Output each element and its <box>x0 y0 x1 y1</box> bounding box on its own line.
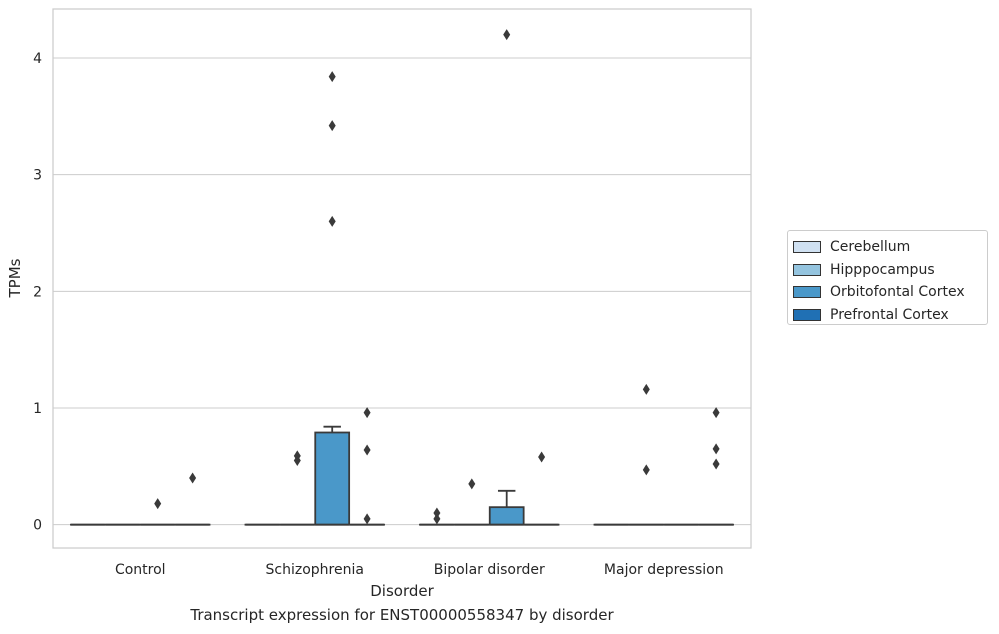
outlier-point <box>293 450 301 462</box>
outlier-point <box>363 513 371 525</box>
outlier-point <box>712 443 720 455</box>
y-tick-label: 0 <box>33 518 42 534</box>
box-group <box>349 407 385 526</box>
x-tick-label: Bipolar disorder <box>434 562 545 578</box>
box-group <box>523 451 560 526</box>
outlier-point <box>503 29 511 41</box>
box-group <box>453 478 490 526</box>
y-axis-title: TPMs <box>6 258 24 298</box>
y-tick-labels: 0 1 2 3 4 <box>33 51 42 534</box>
box-group <box>488 29 525 526</box>
outlier-point <box>328 71 336 83</box>
legend-item-hippocampus: Hipppocampus <box>793 259 987 282</box>
legend-item-orbitofrontal-cortex: Orbitofontal Cortex <box>793 281 987 304</box>
legend-label: Hipppocampus <box>830 261 935 278</box>
outlier-point <box>433 507 441 519</box>
outlier-point <box>328 215 336 227</box>
y-tick-label: 3 <box>33 168 42 184</box>
box-group <box>419 507 455 526</box>
outlier-point <box>468 478 476 490</box>
box <box>488 506 525 526</box>
legend-swatch <box>793 308 821 321</box>
legend: Cerebellum Hipppocampus Orbitofontal Cor… <box>787 230 988 325</box>
legend-swatch <box>793 286 821 299</box>
plot-marks <box>70 29 734 526</box>
outlier-point <box>363 407 371 419</box>
x-tick-label: Control <box>115 562 166 578</box>
box-group <box>314 71 351 526</box>
outlier-point <box>642 464 650 476</box>
outlier-point <box>189 472 197 484</box>
outlier-point <box>433 513 441 525</box>
legend-swatch <box>793 263 821 276</box>
chart-title: Transcript expression for ENST0000055834… <box>190 606 614 624</box>
y-tick-label: 2 <box>33 284 42 300</box>
x-axis-title: Disorder <box>370 582 434 600</box>
gridlines <box>53 57 751 526</box>
outlier-point <box>328 120 336 132</box>
outlier-point <box>712 458 720 470</box>
box-group <box>698 407 734 526</box>
y-tick-label: 4 <box>33 51 42 67</box>
legend-item-prefrontal-cortex: Prefrontal Cortex <box>793 304 987 327</box>
plot-frame <box>52 8 752 549</box>
box-group <box>139 498 176 526</box>
legend-label: Orbitofontal Cortex <box>830 284 965 301</box>
x-tick-label: Schizophrenia <box>266 562 364 578</box>
outlier-point <box>642 383 650 395</box>
legend-label: Cerebellum <box>830 239 911 256</box>
legend-label: Prefrontal Cortex <box>830 306 949 323</box>
legend-swatch <box>793 241 821 254</box>
y-tick-label: 1 <box>33 401 42 417</box>
outlier-point <box>363 444 371 456</box>
x-tick-labels: Control Schizophrenia Bipolar disorder Majo… <box>115 562 724 578</box>
outlier-point <box>538 451 546 463</box>
box-group <box>628 383 665 526</box>
box-group <box>174 472 211 526</box>
legend-item-cerebellum: Cerebellum <box>793 236 987 259</box>
box <box>314 431 351 526</box>
outlier-point <box>154 498 162 510</box>
box-group <box>279 450 316 526</box>
outlier-point <box>712 407 720 419</box>
x-tick-label: Major depression <box>604 562 724 578</box>
